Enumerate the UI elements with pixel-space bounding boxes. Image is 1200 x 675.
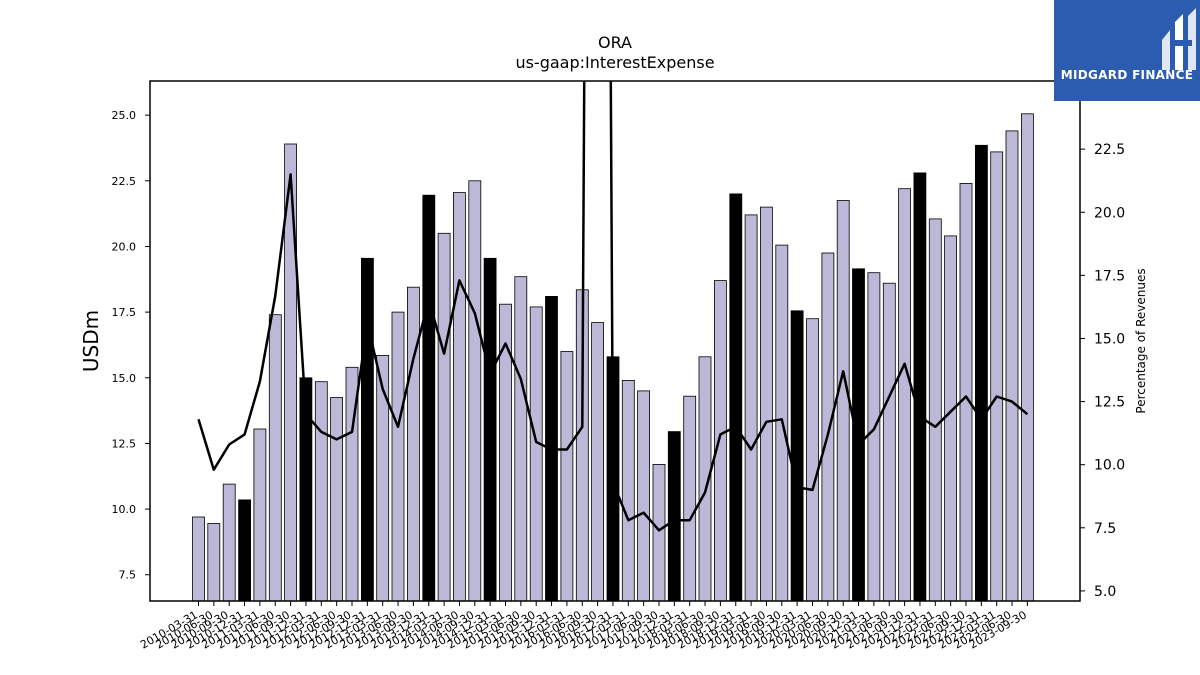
bar-2014-09-30 [468,180,482,602]
bar-2010-12-31 [238,499,252,602]
y-tick-label: 22.5 [112,175,137,188]
left-axis: 7.5 10.0 12.5 15.0 17.5 20.0 22.5 25.0 [112,109,150,582]
y2-axis-label: Percentage of Revenues [1134,268,1148,413]
bar-2023-09-30 [1021,113,1034,602]
bar-2023-03-31 [990,151,1004,602]
right-axis: 5.0 7.5 10.0 12.5 15.0 17.5 20.0 22.5 [1080,142,1125,600]
bar-2018-03-31 [683,395,697,602]
y-tick-label: 25.0 [112,109,137,122]
bar-2018-09-30 [714,280,727,602]
bar-2013-12-31 [422,194,436,602]
bar-2020-06-30 [821,252,835,602]
bar-2020-09-30 [836,200,850,602]
y-tick-label: 10.0 [112,503,137,516]
bar-2021-09-30 [898,188,911,602]
bar-2011-06-30 [268,314,282,602]
x-axis: 2010-03-312010-06-302010-09-302010-12-31… [138,601,1029,652]
bar-2022-12-31 [975,144,988,602]
bar-2017-12-31 [667,431,681,602]
y2-tick-label: 15.0 [1094,331,1125,347]
bar-2010-06-30 [207,523,221,602]
y2-tick-label: 12.5 [1094,395,1125,411]
bar-2015-06-30 [514,276,528,602]
bar-2016-09-30 [591,322,604,602]
bar-2019-12-31 [790,310,804,602]
bar-2014-06-30 [452,192,466,602]
bar-2015-03-31 [499,303,512,602]
bar-2014-12-31 [483,257,497,602]
y2-tick-label: 20.0 [1094,205,1125,221]
bar-2016-03-31 [560,351,574,602]
y-tick-label: 7.5 [119,569,137,582]
bar-2021-12-31 [913,172,927,602]
bar-2012-12-31 [360,257,374,602]
bar-2021-03-31 [867,272,881,602]
bar-2015-09-30 [529,306,543,602]
y2-tick-label: 5.0 [1094,584,1116,600]
y-tick-label: 12.5 [112,437,137,450]
bar-2017-06-30 [637,390,650,602]
bar-2017-09-30 [652,463,666,602]
bar-2019-03-31 [744,214,758,602]
chart-title: ORA [598,33,632,52]
y2-tick-label: 17.5 [1094,268,1125,284]
revenue-percentage-line [197,81,1029,532]
bar-2022-09-30 [959,182,973,602]
bar-2010-03-31 [192,516,205,602]
bar-2020-03-31 [806,318,819,602]
y-axis-label: USDm [79,310,103,372]
bar-2013-09-30 [406,286,420,602]
bar-2017-03-31 [621,379,635,602]
midgard-finance-logo: MIDGARD FINANCE [1054,0,1200,101]
line-series [197,81,1029,532]
bar-2019-06-30 [760,206,773,602]
y2-tick-label: 7.5 [1094,521,1116,537]
y-tick-label: 15.0 [112,372,137,385]
y2-tick-label: 10.0 [1094,458,1125,474]
bar-2013-06-30 [391,311,405,602]
bar-2014-03-31 [437,232,451,602]
bar-2018-12-31 [729,193,743,602]
bar-2010-09-30 [222,483,236,602]
logo-text: MIDGARD FINANCE [1060,68,1194,82]
bar-2022-06-30 [944,235,957,602]
midgard-logo-icon [1162,8,1196,70]
bar-2023-06-30 [1005,130,1019,602]
bar-2022-03-31 [928,218,942,602]
y2-tick-label: 22.5 [1094,142,1125,158]
bar-2012-03-31 [314,381,328,602]
y-tick-label: 17.5 [112,306,137,319]
plot-frame [149,80,1081,602]
bar-2012-06-30 [330,397,344,602]
bar-2011-03-31 [253,428,267,602]
chart-subtitle: us-gaap:InterestExpense [515,53,714,72]
y-tick-label: 20.0 [112,240,137,253]
bar-2021-06-30 [882,282,896,602]
bar-2020-12-31 [852,268,865,602]
